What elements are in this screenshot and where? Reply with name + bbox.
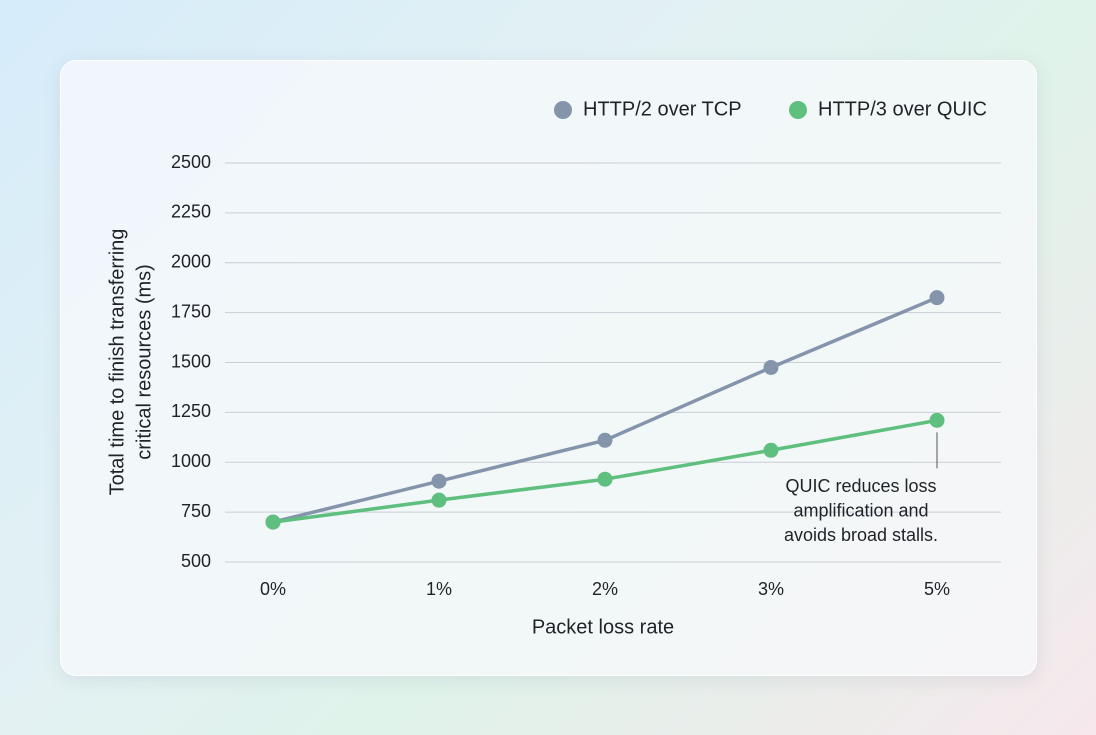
y-tick-label: 1000 <box>171 451 211 471</box>
data-point <box>929 290 945 306</box>
legend-marker <box>554 101 572 119</box>
x-axis-label: Packet loss rate <box>532 616 674 638</box>
data-point <box>265 514 281 530</box>
data-point <box>929 412 945 428</box>
y-tick-label: 2000 <box>171 252 211 272</box>
y-tick-label: 500 <box>181 551 211 571</box>
data-point <box>431 473 447 489</box>
x-tick-label: 2% <box>592 579 618 599</box>
y-axis-label: Total time to finish transferring <box>106 229 128 496</box>
data-point <box>763 359 779 375</box>
legend-label: HTTP/2 over TCP <box>583 98 742 120</box>
legend-marker <box>789 101 807 119</box>
x-tick-label: 5% <box>924 579 950 599</box>
data-point <box>763 442 779 458</box>
data-point <box>597 432 613 448</box>
data-point <box>597 471 613 487</box>
y-axis-label: critical resources (ms) <box>133 264 155 460</box>
annotation-text: QUIC reduces loss <box>785 476 936 496</box>
data-point <box>431 492 447 508</box>
x-tick-label: 1% <box>426 579 452 599</box>
y-tick-label: 2250 <box>171 202 211 222</box>
y-tick-label: 750 <box>181 501 211 521</box>
y-tick-label: 2500 <box>171 152 211 172</box>
y-tick-label: 1500 <box>171 351 211 371</box>
y-tick-label: 1750 <box>171 301 211 321</box>
x-tick-label: 0% <box>260 579 286 599</box>
y-tick-label: 1250 <box>171 401 211 421</box>
legend-label: HTTP/3 over QUIC <box>818 98 987 120</box>
x-tick-label: 3% <box>758 579 784 599</box>
annotation-text: amplification and <box>793 501 928 521</box>
annotation-text: avoids broad stalls. <box>784 525 938 545</box>
